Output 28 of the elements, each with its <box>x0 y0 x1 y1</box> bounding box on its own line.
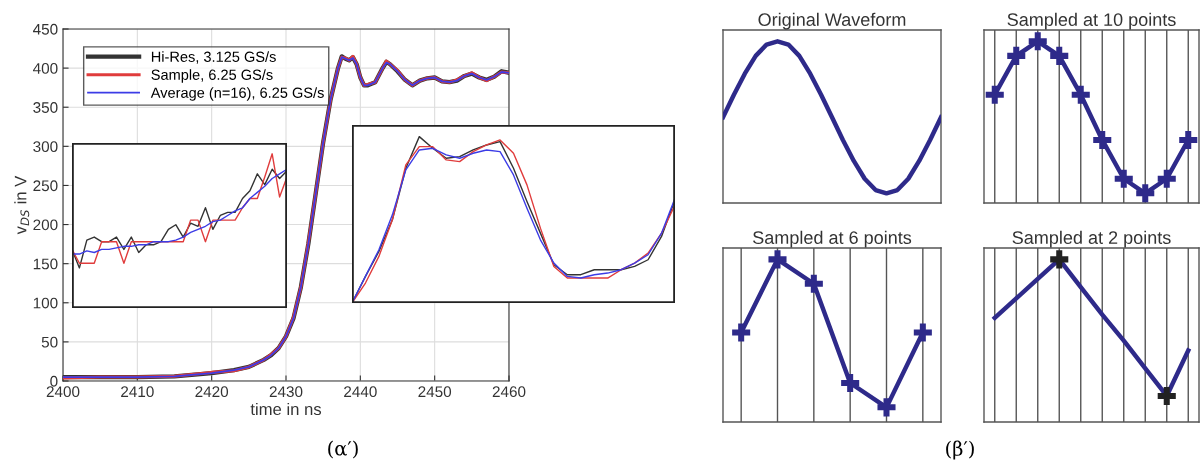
x-tick-label: 2440 <box>344 386 377 398</box>
y-tick-label: 450 <box>33 23 58 35</box>
x-tick-label: 2460 <box>492 386 526 398</box>
text: (α′) <box>328 440 358 459</box>
x-tick-label: 2410 <box>121 386 154 398</box>
y-tick-label: 350 <box>33 102 58 113</box>
chart-title: Original Waveform <box>758 12 906 30</box>
y-tick-label: 200 <box>33 219 58 231</box>
y-tick-label: 100 <box>33 297 58 309</box>
legend-label: Sample, 6.25 GS/s <box>151 69 273 83</box>
x-tick-label: 2430 <box>269 386 303 398</box>
y-axis-title: v$_{DS}$ in V <box>14 175 30 235</box>
chart-title: Sampled at 6 points <box>753 230 912 248</box>
y-tick-label: 300 <box>33 141 58 153</box>
y-tick-label: 50 <box>41 336 58 348</box>
x-tick-label: 2450 <box>418 386 452 398</box>
y-tick-label: 400 <box>33 62 58 74</box>
y-tick-label: 250 <box>33 180 58 192</box>
y-tick-label: 150 <box>33 258 58 270</box>
y-tick-label: 0 <box>50 375 58 387</box>
chart-title: Sampled at 2 points <box>1012 230 1171 248</box>
chart-title: Sampled at 10 points <box>1007 12 1176 30</box>
legend-label: Average (n=16), 6.25 GS/s <box>150 87 324 101</box>
x-tick-label: 2400 <box>46 386 80 398</box>
x-axis-title: time in ns <box>250 402 322 416</box>
text: (β′) <box>946 440 974 460</box>
x-tick-label: 2420 <box>195 386 229 398</box>
legend-label: Hi-Res, 3.125 GS/s <box>151 51 276 64</box>
